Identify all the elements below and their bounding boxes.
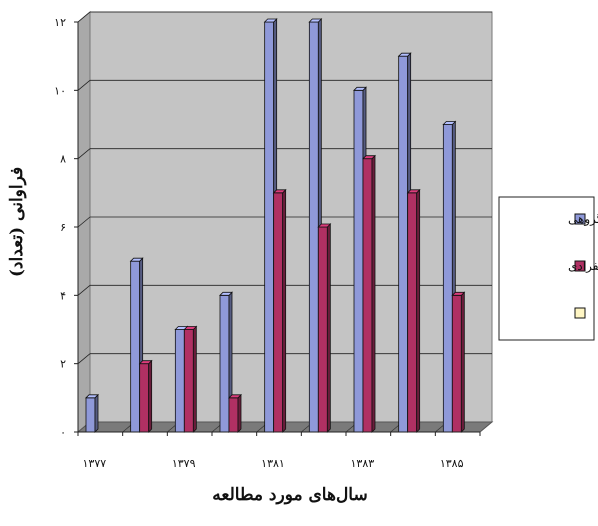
bar-front	[228, 397, 239, 433]
bar-side	[460, 291, 465, 433]
bar-side	[192, 325, 197, 433]
gridline-side	[77, 11, 91, 23]
bar-side	[282, 188, 287, 433]
bar-front	[183, 329, 194, 433]
bar-top	[129, 257, 144, 262]
gridline-side	[77, 353, 91, 364]
bar	[317, 223, 332, 433]
bar-top	[317, 223, 332, 228]
bar	[138, 359, 153, 433]
legend: گروهی انفرادی	[498, 196, 598, 341]
bar-top	[272, 189, 287, 194]
bar-top	[263, 18, 278, 23]
bar-front	[273, 192, 284, 433]
bar-side	[416, 188, 421, 433]
x-tick-label: ۱۳۷۷	[83, 457, 107, 470]
y-tick-label: ۲	[60, 358, 66, 371]
y-tick-label: ۶	[60, 221, 66, 234]
bar-top	[183, 326, 198, 330]
bar	[183, 325, 198, 433]
bar-front	[407, 192, 418, 433]
x-axis-title: سال‌های مورد مطالعه	[212, 485, 367, 505]
bar-top	[397, 52, 412, 57]
bar-top	[138, 360, 153, 365]
bar-side	[237, 393, 242, 433]
y-tick-label: ۸	[60, 153, 66, 166]
bar-front	[139, 363, 150, 433]
gridline-side	[77, 148, 91, 159]
bar-top	[85, 394, 99, 399]
bar-side	[148, 359, 153, 433]
x-tick-label: ۱۳۷۹	[172, 457, 196, 470]
plot-area	[76, 10, 494, 434]
bar-top	[228, 394, 242, 399]
bar-front	[85, 397, 96, 433]
y-tick-label: ۱۰	[54, 84, 66, 97]
legend-swatch	[574, 260, 586, 272]
bar	[272, 188, 287, 433]
bar-top	[362, 155, 376, 160]
y-tick-label: ۱۲	[54, 16, 66, 29]
y-tick-label: ۰	[60, 426, 66, 439]
legend-swatch	[574, 307, 586, 319]
bar-top	[451, 291, 466, 296]
bar-top	[442, 121, 457, 125]
bar-side	[94, 393, 99, 433]
bar	[85, 393, 99, 433]
x-tick-label: ۱۳۸۱	[261, 457, 285, 470]
bar-front	[362, 158, 373, 433]
bar	[362, 154, 376, 433]
bar	[451, 291, 466, 433]
bar	[228, 393, 242, 433]
bar-side	[371, 154, 376, 433]
y-ticks: ۰ ۲ ۴ ۶ ۸ ۱۰ ۱۲	[54, 16, 78, 439]
legend-swatch	[574, 213, 586, 225]
legend-label: گروهی	[568, 212, 598, 226]
bar-front	[442, 124, 453, 433]
gridline-side	[77, 216, 91, 228]
bars	[85, 18, 466, 433]
bar-front	[451, 294, 462, 433]
legend-label: انفرادی	[568, 259, 598, 273]
x-ticks: ۱۳۷۷ ۱۳۷۹ ۱۳۸۱ ۱۳۸۳ ۱۳۸۵	[77, 432, 481, 470]
x-tick-label: ۱۳۸۵	[440, 457, 464, 470]
bar-front	[353, 89, 364, 433]
y-axis-title: فراوانی (تعداد)	[7, 167, 27, 277]
x-tick-label: ۱۳۸۳	[351, 457, 375, 470]
bar-front	[219, 294, 230, 433]
bar-top	[308, 18, 323, 23]
gridline-side	[77, 80, 91, 91]
bar-front	[308, 21, 319, 433]
bar-top	[353, 86, 367, 91]
gridline-side	[77, 285, 91, 296]
bar	[406, 188, 421, 433]
bar-front	[398, 55, 409, 433]
bar-front	[130, 260, 141, 433]
y-tick-label: ۴	[60, 289, 66, 302]
bar-top	[406, 189, 421, 194]
bar-front	[317, 226, 328, 433]
bar-side	[326, 223, 331, 433]
bar-front	[174, 329, 185, 433]
bar-front	[264, 21, 275, 433]
bar-top	[219, 291, 233, 296]
